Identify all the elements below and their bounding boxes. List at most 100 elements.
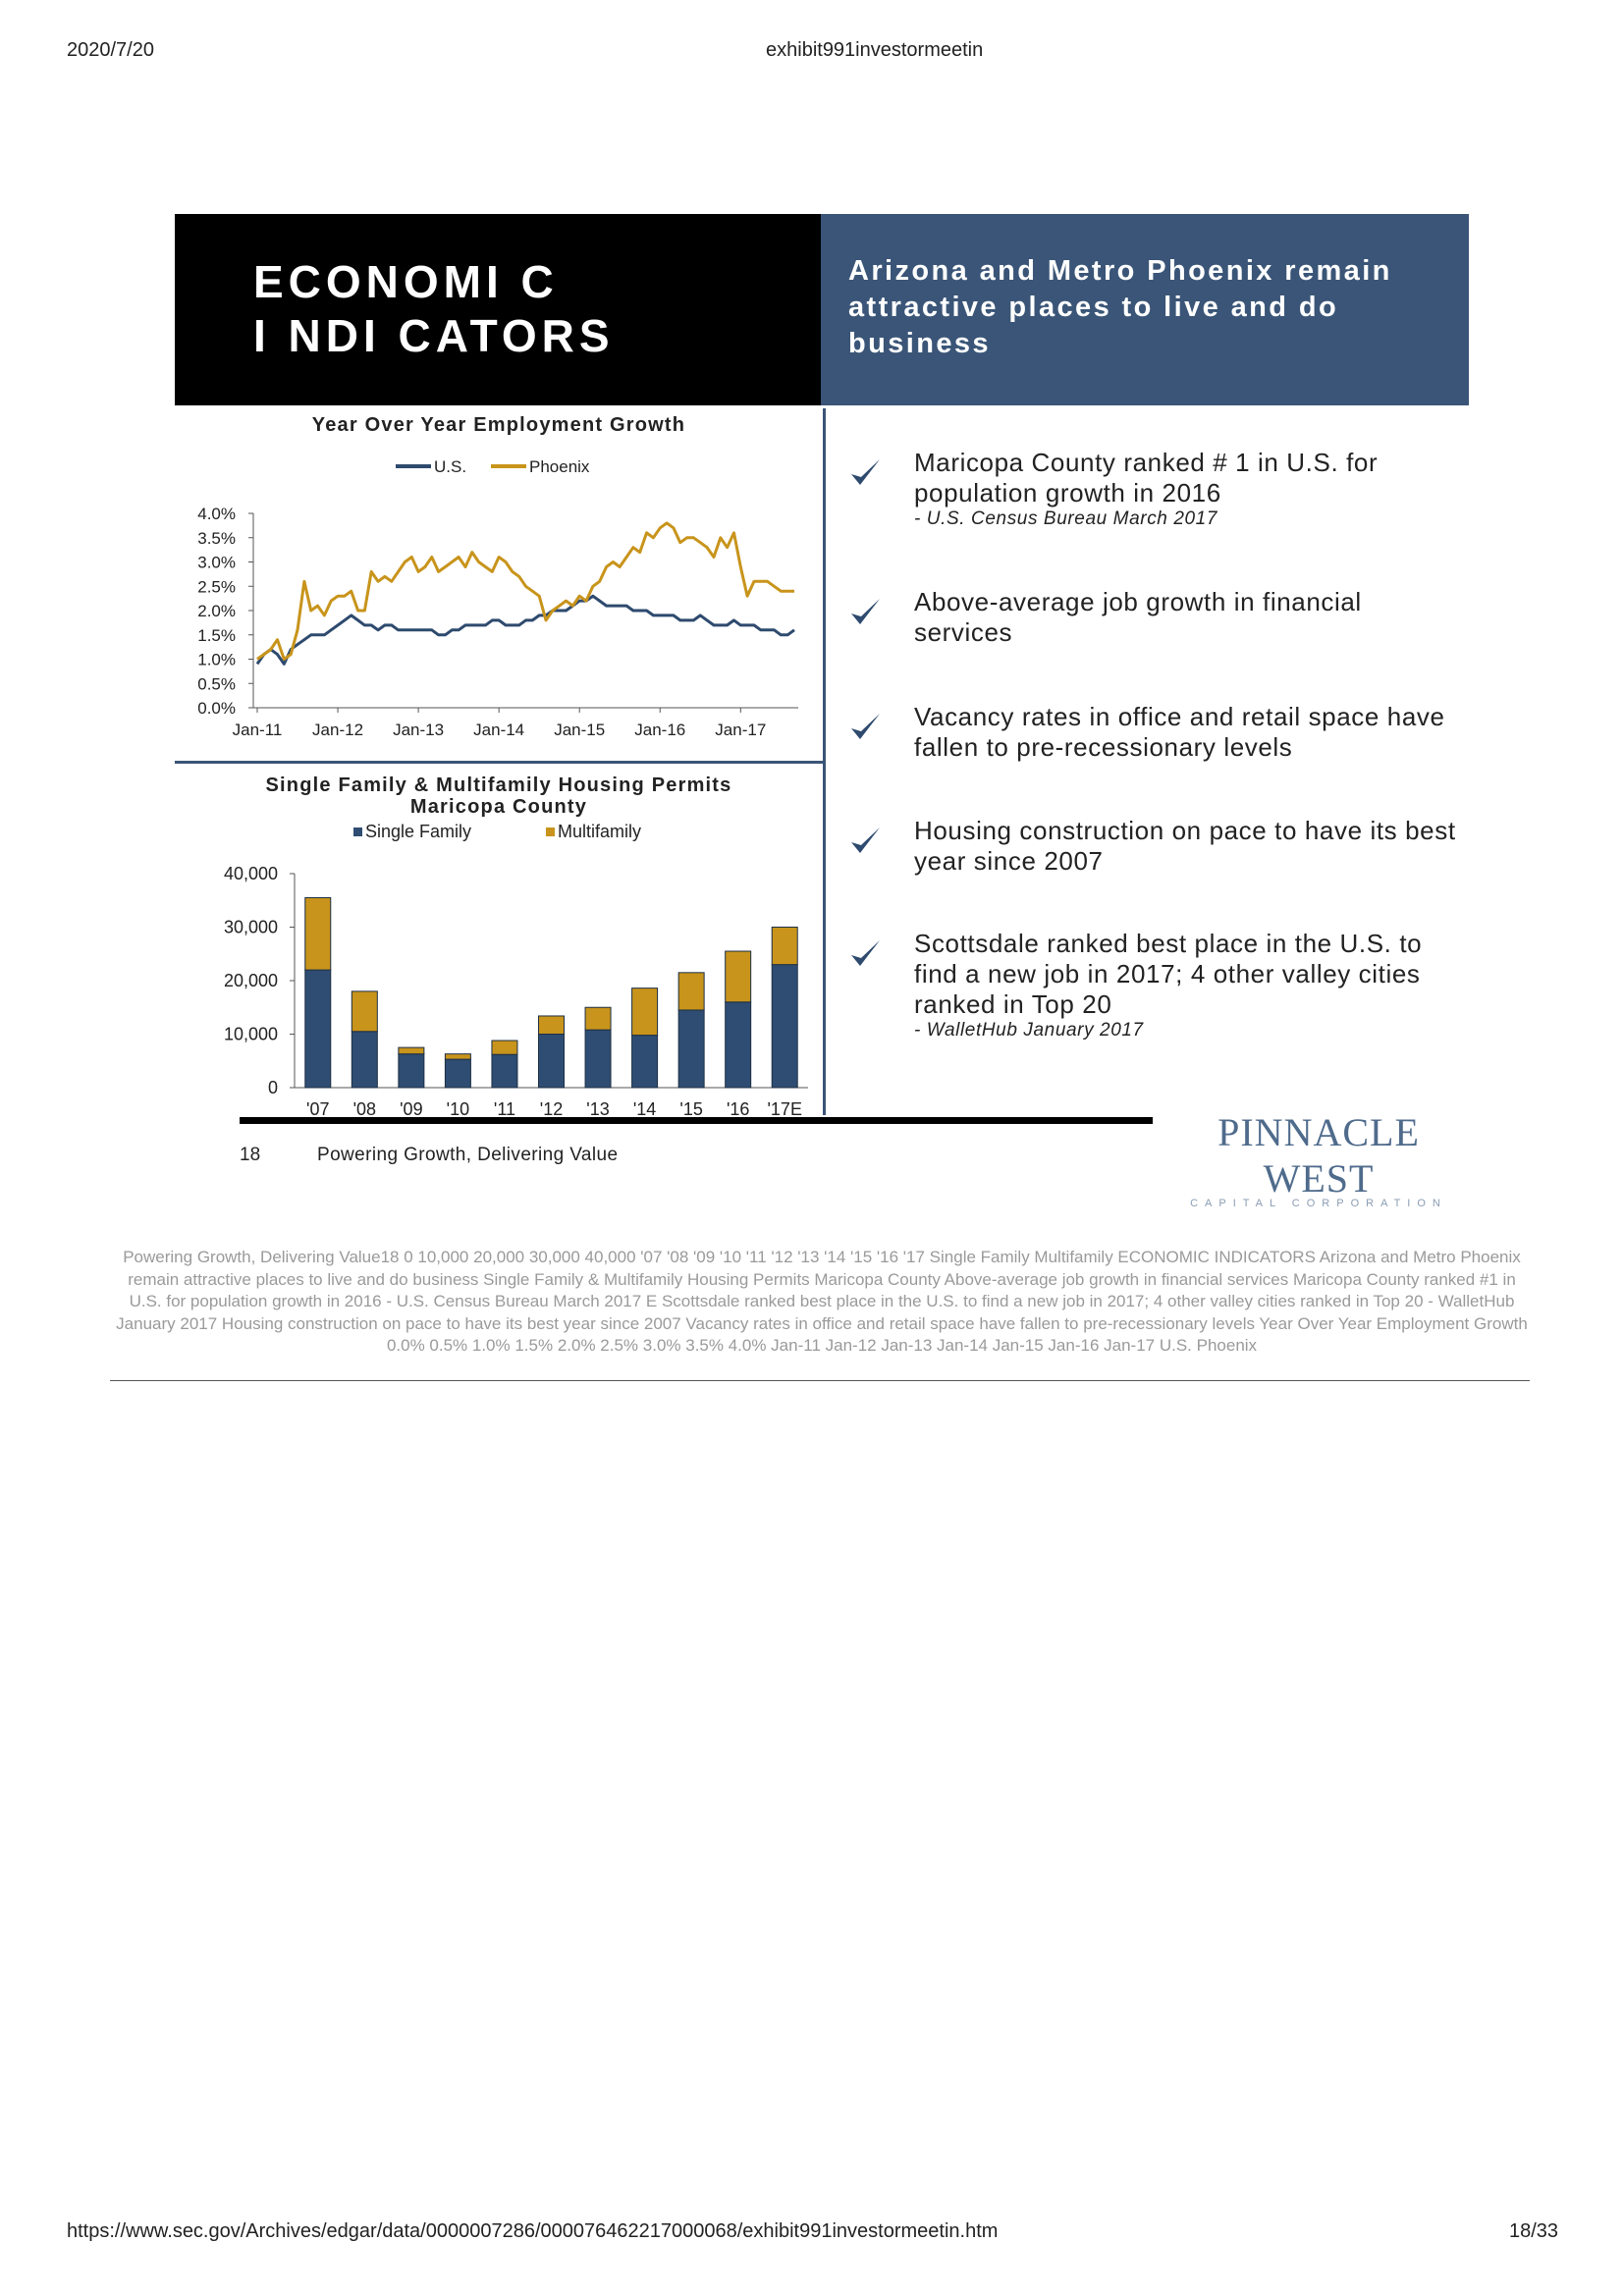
bar-chart-axes: 0 10,000 20,000 30,000 40,000 '07 '08 '09 '10 '11… [224,864,808,1119]
y-tick-label: 1.5% [197,626,236,645]
y-tick-label: 20,000 [224,971,278,990]
bar-multifamily [304,897,332,971]
housing-permits-chart: Single Family Multifamily 0 10,000 20,000 30… [224,822,808,1119]
legend-label: Single Family [365,822,471,841]
series-line-phoenix [256,521,794,661]
page-divider [110,1380,1530,1381]
bar-multifamily [631,988,659,1037]
line-chart-legend: U.S. Phoenix [396,457,590,476]
column-divider [823,408,826,1115]
x-tick-label: '12 [540,1099,563,1119]
x-tick-label: Jan-16 [634,721,685,739]
checkmark-icon [851,940,880,966]
y-tick-label: 2.5% [197,577,236,596]
x-tick-label: '14 [633,1099,656,1119]
bar-multifamily [351,990,378,1033]
bar-chart-legend: Single Family Multifamily [353,822,641,841]
y-tick-label: 40,000 [224,864,278,883]
x-tick-label: '13 [586,1099,609,1119]
document-title: exhibit991investormeetin [766,39,984,61]
x-tick-label: '08 [353,1099,376,1119]
bar-single-family [677,1009,705,1089]
bullet-text: Scottsdale ranked best place in the U.S.… [914,929,1464,1041]
bar-single-family [584,1029,612,1089]
y-tick-label: 1.0% [197,651,236,669]
bullet-statement: Vacancy rates in office and retail space… [914,702,1445,762]
logo-subline: CAPITAL CORPORATION [1190,1198,1447,1209]
bar-multifamily [677,972,705,1011]
checkmark-icon [851,714,880,739]
source-url[interactable]: https://www.sec.gov/Archives/edgar/data/… [67,2220,999,2242]
legend-swatch [546,828,555,836]
x-tick-label: Jan-17 [715,721,766,739]
pinnacle-west-logo: PINNACLE WEST CAPITAL CORPORATION [1186,1109,1451,1209]
slide-title: ECONOMI C I NDI CATORS [253,256,615,361]
legend-swatch [353,828,362,836]
logo-wordmark: PINNACLE WEST [1217,1110,1420,1201]
bar-chart-subtitle: Maricopa County [409,796,588,818]
bar-single-family [631,1035,659,1089]
tagline: Powering Growth, Delivering Value [317,1145,619,1165]
bar-multifamily [398,1046,425,1055]
bullet-statement: Scottsdale ranked best place in the U.S.… [914,929,1423,1019]
bar-single-family [304,969,332,1089]
slide-subtitle: Arizona and Metro Phoenix remain attract… [848,255,1392,359]
x-tick-label: Jan-14 [473,721,524,739]
y-tick-label: 3.5% [197,529,236,548]
x-tick-label: '07 [306,1099,329,1119]
x-tick-label: Jan-12 [312,721,363,739]
checkmark-icon [851,828,880,853]
bullet-statement: Maricopa County ranked # 1 in U.S. for p… [914,448,1379,507]
line-chart-title: Year Over Year Employment Growth [311,414,686,436]
chart-divider [175,761,823,764]
x-tick-label: Jan-11 [233,721,283,739]
bar-multifamily [444,1053,471,1060]
print-date: 2020/7/20 [67,39,154,61]
bar-chart-bars [304,897,798,1089]
bar-single-family [538,1034,565,1089]
page-number: 18 [240,1145,261,1165]
bar-multifamily [725,950,752,1003]
footer-rule [240,1117,1153,1124]
x-tick-label: '11 [494,1099,515,1119]
extracted-text: Powering Growth, Delivering Value18 0 10… [116,1248,1528,1355]
x-tick-label: '16 [727,1099,749,1119]
x-tick-label: '17E [767,1099,801,1119]
bullet-statement: Above-average job growth in financial se… [914,587,1362,647]
bullet-source: - WalletHub January 2017 [914,1020,1144,1041]
bar-chart-title-text: Single Family & Multifamily Housing Perm… [265,774,732,796]
bar-multifamily [584,1006,612,1031]
bar-single-family [771,964,798,1089]
x-tick-label: Jan-15 [554,721,605,739]
bar-single-family [398,1053,425,1089]
legend-label: U.S. [434,457,466,476]
bar-multifamily [538,1015,565,1036]
line-chart-series [255,521,795,666]
bullet-text: Vacancy rates in office and retail space… [914,702,1464,763]
bullet-text: Maricopa County ranked # 1 in U.S. for p… [914,448,1464,530]
bar-chart-title: Single Family & Multifamily Housing Perm… [175,774,823,818]
y-tick-label: 3.0% [197,554,236,572]
title-panel: ECONOMI C I NDI CATORS [175,214,821,405]
bar-single-family [491,1053,518,1089]
bullet-source: - U.S. Census Bureau March 2017 [914,508,1218,529]
series-line-us [255,594,795,666]
bullet-text: Housing construction on pace to have its… [914,816,1464,877]
bar-single-family [444,1058,471,1089]
slide-18: ECONOMI C I NDI CATORS Arizona and Metro… [175,214,1469,1209]
checkmark-icon [851,459,880,485]
x-tick-label: '15 [679,1099,702,1119]
line-chart-axes: 0.0% 0.5% 1.0% 1.5% 2.0% 2.5% 3.0% 3.5% 4.0% Jan-… [197,505,798,739]
bullet-statement: Housing construction on pace to have its… [914,816,1456,876]
bullet-text: Above-average job growth in financial se… [914,587,1464,648]
bar-single-family [351,1031,378,1089]
x-tick-label: Jan-13 [393,721,444,739]
y-tick-label: 4.0% [197,505,236,523]
legend-label: Phoenix [529,457,590,476]
y-tick-label: 0.0% [197,699,236,718]
x-tick-label: '10 [447,1099,469,1119]
y-tick-label: 0 [268,1078,278,1097]
checkmark-icon [851,599,880,624]
subtitle-panel: Arizona and Metro Phoenix remain attract… [821,214,1469,405]
legend-label: Multifamily [558,822,641,841]
